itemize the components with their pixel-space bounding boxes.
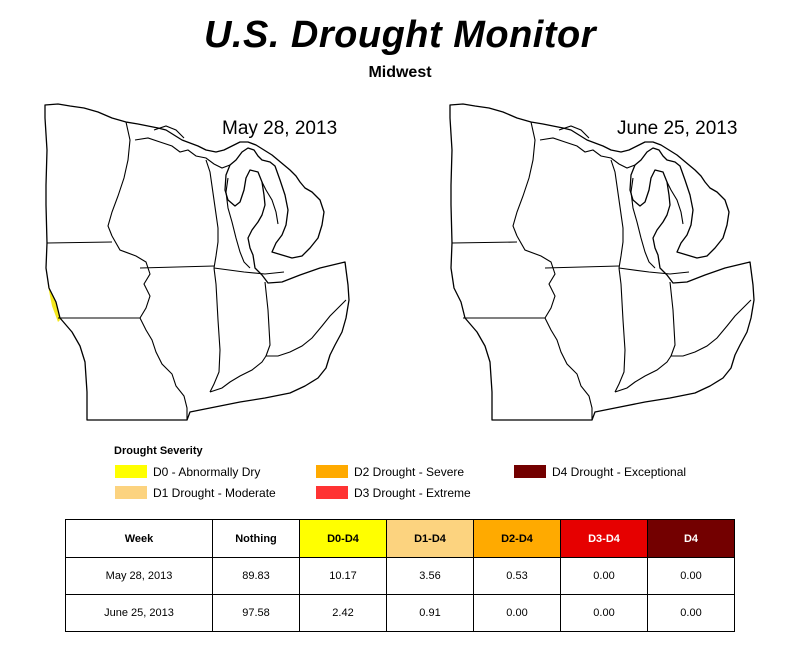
header-d4: D4 xyxy=(647,519,735,558)
cell-d0-d4: 2.42 xyxy=(299,594,387,632)
map-date-right: June 25, 2013 xyxy=(617,118,738,139)
cell-d3-d4: 0.00 xyxy=(560,594,648,632)
legend-title: Drought Severity xyxy=(114,445,203,457)
cell-nothing: 89.83 xyxy=(212,557,300,595)
cell-d2-d4: 0.00 xyxy=(473,594,561,632)
cell-d3-d4: 0.00 xyxy=(560,557,648,595)
legend-swatch-d0 xyxy=(115,465,147,478)
header-d3-d4: D3-D4 xyxy=(560,519,648,558)
cell-week: May 28, 2013 xyxy=(65,557,213,595)
header-nothing: Nothing xyxy=(212,519,300,558)
cell-d4: 0.00 xyxy=(647,594,735,632)
cell-d1-d4: 3.56 xyxy=(386,557,474,595)
page-title: U.S. Drought Monitor xyxy=(203,14,597,56)
legend-label-d4: D4 Drought - Exceptional xyxy=(552,465,687,479)
cell-d0-d4: 10.17 xyxy=(299,557,387,595)
cell-d2-d4: 0.53 xyxy=(473,557,561,595)
cell-d4: 0.00 xyxy=(647,557,735,595)
legend-swatch-d2 xyxy=(316,465,348,478)
map-date-left: May 28, 2013 xyxy=(222,118,338,139)
table-header-row: Week Nothing D0-D4 D1-D4 D2-D4 D3-D4 D4 xyxy=(65,519,735,558)
header-week: Week xyxy=(65,519,213,558)
legend-label-d0: D0 - Abnormally Dry xyxy=(153,465,261,479)
header-d2-d4: D2-D4 xyxy=(473,519,561,558)
legend-label-d2: D2 Drought - Severe xyxy=(354,465,465,479)
legend-swatch-d4 xyxy=(514,465,546,478)
legend-swatch-d3 xyxy=(316,486,348,499)
page-subtitle: Midwest xyxy=(368,64,432,81)
cell-d1-d4: 0.91 xyxy=(386,594,474,632)
cell-week: June 25, 2013 xyxy=(65,594,213,632)
map-june-25 xyxy=(449,103,755,421)
legend-label-d1: D1 Drought - Moderate xyxy=(153,486,276,500)
legend-label-d3: D3 Drought - Extreme xyxy=(354,486,471,500)
drought-stats-table: Week Nothing D0-D4 D1-D4 D2-D4 D3-D4 D4 … xyxy=(65,519,735,632)
table-row: June 25, 2013 97.58 2.42 0.91 0.00 0.00 … xyxy=(65,594,735,632)
cell-nothing: 97.58 xyxy=(212,594,300,632)
legend-swatch-d1 xyxy=(115,486,147,499)
header-d0-d4: D0-D4 xyxy=(299,519,387,558)
table-row: May 28, 2013 89.83 10.17 3.56 0.53 0.00 … xyxy=(65,557,735,595)
map-may-28 xyxy=(44,103,350,421)
header-d1-d4: D1-D4 xyxy=(386,519,474,558)
